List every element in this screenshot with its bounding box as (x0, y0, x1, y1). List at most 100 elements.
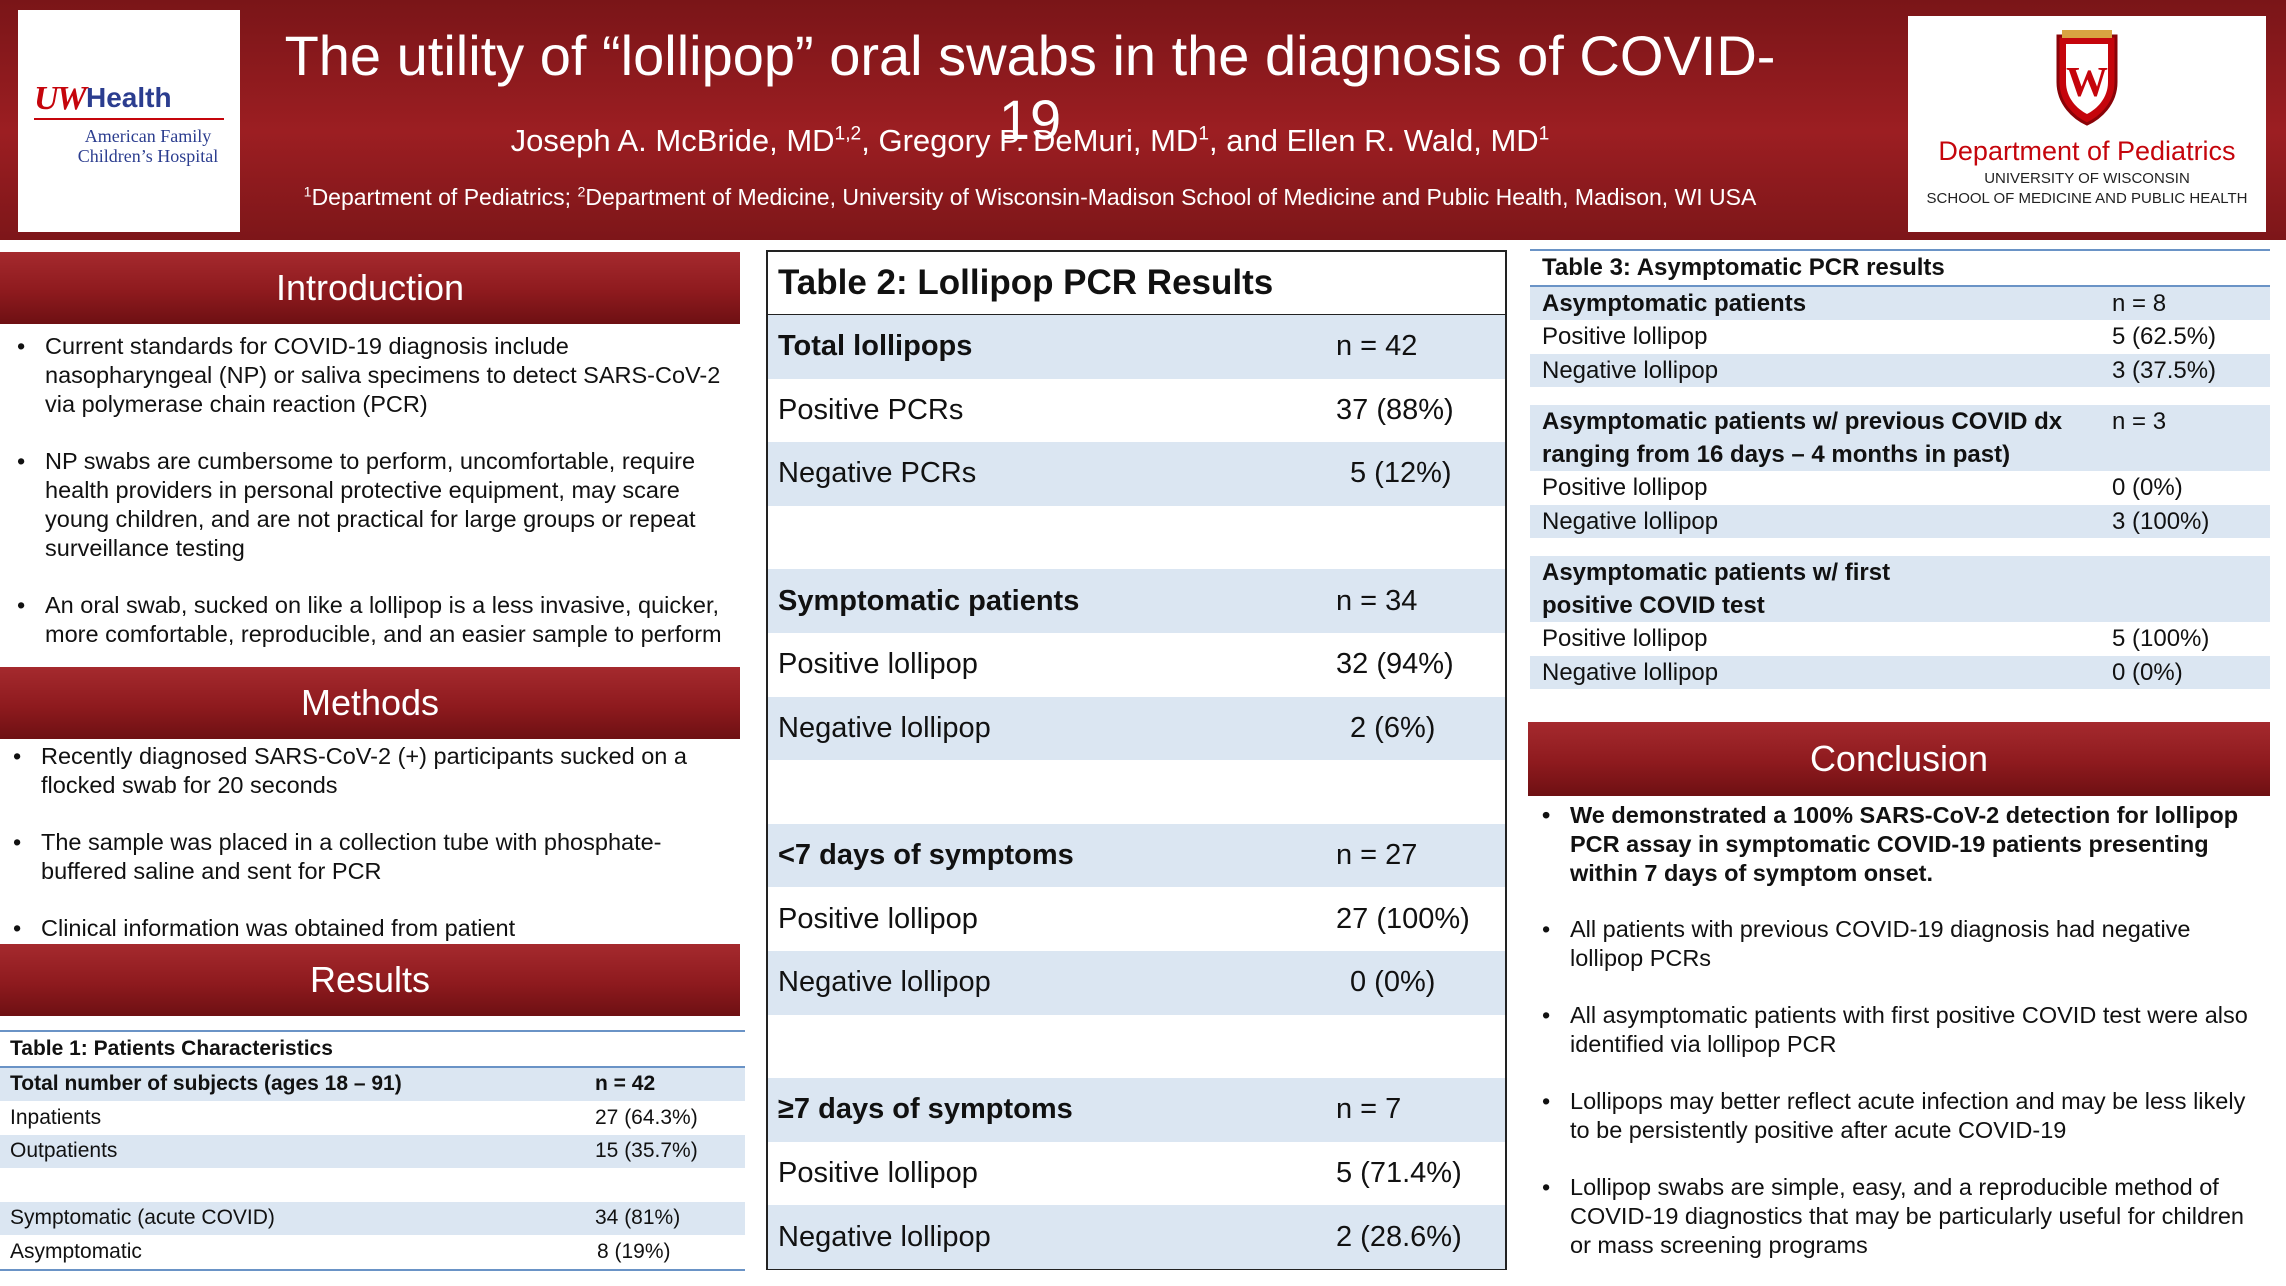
table-cell-label: Symptomatic (acute COVID) (0, 1201, 585, 1235)
table-row: Negative lollipop 2 (28.6%) (768, 1205, 1505, 1269)
table-row: Asymptomatic patients w/ first positive … (1530, 556, 2270, 622)
table-cell-value: n = 42 (585, 1065, 745, 1101)
table-cell-label: Total lollipops (768, 315, 1336, 379)
table-cell-value: n = 7 (1336, 1078, 1505, 1142)
table-row: Symptomatic (acute COVID) 34 (81%) (0, 1201, 745, 1235)
table-cell-label: Positive lollipop (778, 902, 978, 935)
table3-title: Table 3: Asymptomatic PCR results (1530, 249, 2270, 287)
author-separator: , (861, 123, 879, 158)
table-cell-value: 5 (12%) (1336, 442, 1505, 506)
author-separator: , and (1209, 123, 1287, 158)
table-row: Asymptomatic patients n = 8 (1530, 285, 2270, 320)
list-item: • Clinical information was obtained from … (13, 915, 516, 941)
author-1: Joseph A. McBride, MD (510, 123, 835, 158)
table-cell-value: 5 (100%) (2112, 625, 2210, 653)
table-row: Asymptomatic patients w/ previous COVID … (1530, 405, 2270, 471)
author-2: Gregory P. DeMuri, MD (878, 123, 1199, 158)
affil-2-text: Department of Medicine, University of Wi… (585, 184, 1757, 210)
uw-health-logo: UW Health American Family Children’s Hos… (18, 10, 240, 232)
svg-text:W: W (2066, 60, 2108, 106)
table-cell-value: 27 (64.3%) (595, 1105, 698, 1129)
table-row: Asymptomatic 8 (19%) (0, 1235, 745, 1271)
list-item: • All patients with previous COVID-19 dia… (1542, 916, 2191, 971)
table-cell-label (1530, 538, 2100, 556)
bullet-text: Lollipops may better reflect acute infec… (1570, 1088, 2246, 1143)
table2-grid: Total lollipops n = 42 Positive PCRs 37 (8… (768, 315, 1505, 1269)
table-row: Positive lollipop 5 (71.4%) (768, 1142, 1505, 1206)
table-cell-value (2100, 556, 2270, 622)
poster-title: The utility of “lollipop” oral swabs in … (284, 24, 1776, 151)
table-cell-value: 2 (28.6%) (1336, 1205, 1505, 1269)
table-cell-value: 3 (37.5%) (2100, 353, 2270, 387)
uw-health-wordmark: Health (86, 82, 172, 113)
table1-patient-characteristics: Table 1: Patients Characteristics Total … (0, 1030, 745, 1271)
table-cell-label: Positive PCRs (778, 393, 964, 426)
table-cell-label: Asymptomatic patients w/ previous COVID … (1530, 405, 2100, 471)
logo-subtitle-line2: Children’s Hospital (77, 146, 219, 166)
table-row: Positive PCRs 37 (88%) (768, 379, 1505, 443)
table-cell-value: 0 (0%) (2112, 474, 2183, 502)
table-row: Negative lollipop 0 (0%) (768, 950, 1505, 1015)
table-cell-label: Negative lollipop (768, 696, 1336, 761)
list-item: • Current standards for COVID-19 diagnosi… (17, 333, 721, 417)
table-cell-value: 15 (35.7%) (585, 1134, 745, 1168)
table-cell-value: 32 (94%) (1336, 648, 1454, 681)
list-item: • Recently diagnosed SARS-CoV-2 (+) parti… (13, 743, 687, 798)
table-row (1530, 538, 2270, 556)
table-cell-value: n = 42 (1336, 315, 1505, 379)
table-cell-label: Positive lollipop (1542, 474, 1708, 502)
table-cell-label (768, 760, 1336, 824)
table-row: <7 days of symptoms n = 27 (768, 823, 1505, 888)
bullet-text: Recently diagnosed SARS-CoV-2 (+) partic… (41, 743, 687, 798)
table-cell-label: Negative lollipop (768, 1205, 1336, 1269)
table-row (0, 1168, 745, 1202)
table-cell-value (2100, 538, 2270, 556)
table-cell-label (768, 1015, 1336, 1079)
table-row (768, 760, 1505, 824)
table-cell-value: 5 (71.4%) (1336, 1157, 1462, 1190)
table-cell-label: Inpatients (10, 1105, 102, 1129)
affil-2-marker: 2 (577, 184, 586, 201)
table-cell-label: <7 days of symptoms (768, 823, 1336, 888)
table-cell-label: Negative PCRs (768, 442, 1336, 506)
table-cell-value: 5 (62.5%) (2112, 323, 2217, 351)
table-row: Inpatients 27 (64.3%) (0, 1101, 745, 1135)
table-cell-value: n = 34 (1336, 569, 1505, 633)
dept-name: Department of Pediatrics (1938, 136, 2236, 166)
affiliations: 1Department of Pediatrics; 2Department o… (260, 182, 1800, 212)
table-cell-value (1336, 1015, 1505, 1079)
table-cell-label (768, 506, 1336, 570)
table-cell-label: Positive lollipop (778, 648, 978, 681)
table-cell-value: 0 (0%) (1336, 950, 1505, 1015)
table-cell-value: 2 (6%) (1336, 696, 1505, 761)
table-row: ≥7 days of symptoms n = 7 (768, 1078, 1505, 1142)
table-row: Negative lollipop 3 (100%) (1530, 504, 2270, 538)
dept-subtitle: UNIVERSITY OF WISCONSIN SCHOOL OF MEDICI… (1908, 169, 2266, 209)
table-cell-label: Asymptomatic patients w/ first positive … (1530, 556, 2100, 622)
bullet-text: Lollipop swabs are simple, easy, and a r… (1570, 1174, 2244, 1258)
table1-title: Table 1: Patients Characteristics (0, 1030, 745, 1067)
list-item: • All asymptomatic patients with first po… (1542, 1002, 2248, 1057)
list-item: • Lollipop swabs are simple, easy, and a … (1542, 1174, 2244, 1258)
affil-1-text: Department of Pediatrics; (311, 184, 578, 210)
table-cell-label: Negative lollipop (1530, 504, 2100, 538)
methods-heading: Methods (0, 667, 740, 739)
conclusion-key-finding: • We demonstrated a 100% SARS-CoV-2 detec… (1542, 801, 2270, 888)
bullet-text: Clinical information was obtained from p… (41, 915, 516, 941)
table-row (1530, 387, 2270, 405)
conclusion-list: • All patients with previous COVID-19 dia… (1542, 915, 2270, 1260)
logo-subtitle-line1: American Family (84, 126, 212, 146)
list-item: • The sample was placed in a collection t… (13, 829, 662, 884)
introduction-list: • Current standards for COVID-19 diagnosi… (17, 332, 735, 649)
table-cell-value: n = 27 (1336, 823, 1505, 888)
table-cell-label: Total number of subjects (ages 18 – 91) (0, 1065, 585, 1101)
author-2-affil: 1 (1198, 123, 1210, 145)
affil-1-marker: 1 (303, 184, 312, 201)
table-row: Total lollipops n = 42 (768, 315, 1505, 379)
dept-pediatrics-logo: W Department of Pediatrics UNIVERSITY OF… (1908, 16, 2266, 232)
table-row: Positive lollipop 32 (94%) (768, 633, 1505, 697)
uw-crest-icon: W (2056, 30, 2118, 126)
table-row: Negative PCRs 5 (12%) (768, 442, 1505, 506)
table2-lollipop-pcr-results: Table 2: Lollipop PCR Results Total loll… (766, 250, 1507, 1270)
table-row: Positive lollipop 5 (100%) (1530, 622, 2270, 656)
